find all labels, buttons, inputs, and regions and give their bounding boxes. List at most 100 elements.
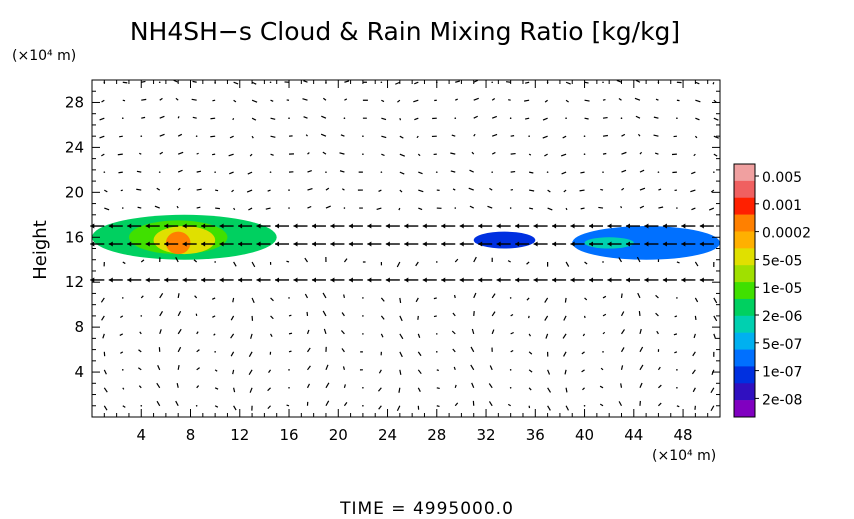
wind-vector-head (570, 277, 575, 283)
wind-vector (270, 117, 276, 120)
wind-vector-head (422, 223, 427, 229)
wind-vector (122, 81, 128, 84)
wind-vector (267, 387, 271, 392)
wind-vector-head (219, 241, 224, 247)
wind-vector-dot (583, 153, 586, 155)
wind-vector (713, 117, 719, 121)
wind-vector (544, 315, 549, 321)
wind-vector-dot (362, 135, 364, 137)
wind-vector (507, 260, 511, 263)
wind-vector (529, 171, 534, 174)
wind-vector (228, 153, 234, 157)
wind-vector (524, 117, 530, 120)
wind-vector (602, 134, 608, 137)
wind-vector (177, 310, 182, 317)
wind-vector (639, 205, 645, 209)
wind-vector-dot (435, 261, 438, 263)
wind-vector (639, 169, 645, 173)
wind-vector (251, 117, 257, 121)
wind-vector (415, 297, 419, 303)
wind-vector (599, 403, 604, 407)
wind-vector (510, 135, 515, 137)
colorbar-label: 5e-07 (762, 337, 802, 353)
wind-vector (416, 135, 419, 139)
wind-vector (249, 153, 253, 157)
wind-vector (674, 351, 678, 354)
wind-vector-head (275, 223, 280, 229)
wind-vector (136, 170, 142, 173)
wind-vector (342, 366, 346, 370)
wind-vector-dot (362, 153, 364, 155)
wind-vector (233, 387, 236, 393)
colorbar: 0.005 0.001 0.0002 5e-05 1e-05 2e-06 5e-07 1e-0… (733, 163, 811, 418)
y-tick-label: 16 (65, 228, 84, 246)
time-label: TIME = 4995000.0 (339, 499, 514, 519)
wind-vector-head (699, 241, 704, 247)
colorbar-swatch (734, 383, 755, 401)
wind-vector (193, 259, 198, 263)
wind-vector (118, 171, 123, 174)
wind-vector (156, 382, 161, 389)
wind-vector (565, 81, 571, 85)
y-tick-label: 20 (65, 183, 84, 201)
colorbar-label: 1e-05 (762, 281, 802, 297)
wind-vector (584, 261, 588, 265)
wind-vector-head (256, 223, 261, 229)
wind-vector-head (644, 277, 649, 283)
wind-vector (658, 402, 662, 407)
wind-vector (141, 116, 146, 119)
colorbar-swatch (734, 282, 755, 300)
wind-vector (618, 401, 623, 407)
wind-vector (562, 333, 567, 339)
wind-vector (694, 261, 699, 267)
wind-vector (473, 115, 478, 119)
wind-vector (399, 351, 403, 358)
wind-vector (139, 331, 142, 335)
wind-vector (600, 367, 604, 371)
wind-vector (621, 187, 625, 191)
wind-vector (248, 207, 253, 211)
wind-vector (638, 310, 641, 316)
wind-vector (210, 117, 216, 120)
wind-vector (196, 367, 200, 371)
wind-vector (122, 99, 126, 102)
wind-vector (157, 364, 161, 371)
wind-vector-dot (343, 207, 346, 209)
wind-vector (433, 315, 437, 318)
wind-vector (305, 134, 308, 137)
wind-vector (639, 151, 643, 155)
wind-vector (378, 369, 382, 374)
wind-vector (455, 98, 458, 101)
wind-vector (621, 133, 626, 137)
wind-vector (510, 314, 514, 317)
wind-vector-dot (288, 369, 290, 371)
mixing-ratio-regions (91, 214, 721, 260)
wind-vector-dot (676, 386, 678, 389)
wind-vector-head (496, 241, 501, 247)
wind-vector (580, 207, 585, 210)
wind-vector (599, 385, 604, 389)
wind-vector (215, 207, 220, 210)
wind-vector (210, 135, 216, 138)
wind-vector (417, 369, 422, 375)
wind-vector (320, 133, 327, 137)
wind-vector-dot (509, 207, 512, 209)
wind-vector (215, 189, 219, 192)
wind-vector-dot (214, 351, 216, 353)
wind-vector (303, 80, 308, 83)
wind-vector (230, 315, 235, 321)
wind-vector (176, 205, 179, 209)
wind-vector (159, 292, 164, 299)
wind-vector (581, 369, 585, 373)
wind-vector (658, 188, 662, 191)
wind-vector (156, 400, 161, 407)
wind-vector-head (127, 277, 132, 283)
x-tick-label: 28 (427, 426, 446, 444)
wind-vector-dot (509, 297, 512, 299)
wind-vector (471, 382, 475, 389)
wind-vector (414, 81, 419, 85)
wind-vector (249, 387, 253, 393)
wind-vector (565, 207, 568, 211)
wind-vector-head (145, 223, 150, 229)
